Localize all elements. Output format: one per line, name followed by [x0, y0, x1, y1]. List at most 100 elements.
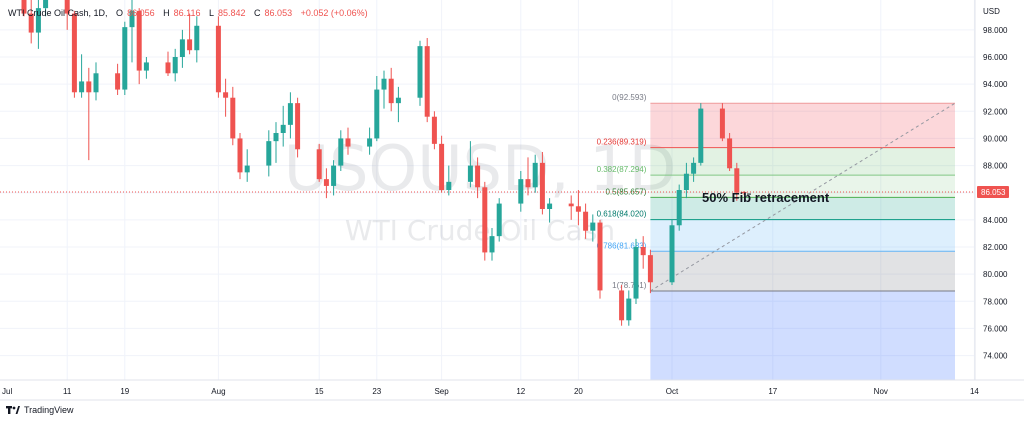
candle: [28, 0, 34, 44]
candle-body: [683, 173, 689, 190]
candle: [568, 195, 574, 220]
candle-body: [467, 165, 473, 182]
price-tick-label: 90.000: [983, 134, 1008, 143]
candle-body: [71, 13, 77, 93]
candle-body: [583, 211, 589, 231]
candle: [374, 76, 380, 142]
candle-body: [619, 290, 625, 321]
tradingview-label: TradingView: [24, 405, 74, 415]
candle-body: [727, 138, 733, 169]
candle-body: [640, 247, 646, 256]
candle: [489, 228, 495, 261]
fib-zone: [650, 197, 955, 220]
time-tick-label: Jul: [2, 387, 12, 396]
time-tick-label: 23: [372, 387, 381, 396]
candle: [230, 86, 236, 146]
candle: [633, 238, 639, 304]
candle-body: [187, 39, 193, 51]
watermark-description: WTI Crude Oil Cash: [345, 214, 615, 247]
candle-body: [244, 165, 250, 173]
candle: [338, 130, 344, 171]
candle: [323, 168, 329, 199]
candle-body: [431, 116, 437, 144]
time-tick-label: Nov: [874, 387, 888, 396]
time-tick-label: 19: [120, 387, 129, 396]
fib-zone: [650, 290, 955, 380]
candle: [93, 62, 99, 101]
candle: [424, 38, 430, 123]
candle-body: [626, 298, 632, 321]
candle-body: [165, 62, 171, 74]
candle: [583, 203, 589, 239]
candle-body: [381, 78, 387, 90]
tradingview-branding[interactable]: TradingView: [6, 405, 74, 415]
candle: [597, 219, 603, 299]
price-tick-label: 96.000: [983, 53, 1008, 62]
candle-body: [388, 78, 394, 104]
candle: [590, 214, 596, 242]
candle: [539, 152, 545, 215]
candle-body: [575, 206, 581, 212]
legend-low-label: L: [208, 8, 214, 18]
price-tick-label: 84.000: [983, 216, 1008, 225]
fib-level-label: 0(92.593): [612, 93, 647, 102]
time-tick-label: 20: [574, 387, 583, 396]
candle-body: [439, 143, 445, 190]
candle-body: [539, 162, 545, 209]
candle-body: [316, 149, 322, 180]
fib-level-label: 0.236(89.319): [597, 138, 647, 147]
candle-body: [223, 92, 229, 98]
candle: [187, 13, 193, 55]
time-tick-label: Sep: [434, 387, 449, 396]
time-tick-label: 14: [970, 387, 979, 396]
price-axis: USD 74.000 76.000 78.000 80.000 82.000 84.000 8…: [974, 0, 1009, 380]
price-tick-label: 98.000: [983, 26, 1008, 35]
candle: [129, 0, 135, 63]
candle-body: [597, 222, 603, 291]
candle: [439, 135, 445, 193]
legend-open: 86.056: [127, 8, 155, 18]
candle-body: [64, 0, 70, 14]
candle: [43, 0, 49, 17]
candle-body: [482, 187, 488, 253]
candle-body: [374, 89, 380, 139]
fib-retracement: 0(92.593) 0.236(89.319) 0.382(87.294) 0.5(8…: [597, 93, 956, 380]
legend-symbol: WTI Crude Oil Cash, 1D,: [8, 8, 108, 18]
legend-close: 86.053: [264, 8, 293, 18]
candle-body: [331, 165, 337, 186]
candle-body: [532, 162, 538, 188]
candle-body: [395, 97, 401, 104]
candle: [741, 191, 747, 195]
candle: [626, 290, 632, 326]
candle-body: [35, 8, 41, 33]
candle: [179, 29, 185, 68]
candle: [446, 165, 452, 196]
candle: [683, 162, 689, 199]
candle: [115, 63, 121, 95]
candle: [698, 103, 704, 166]
candle: [316, 143, 322, 182]
candle: [237, 133, 243, 180]
candle: [215, 16, 221, 98]
candle: [532, 154, 538, 193]
candle-body: [86, 81, 92, 93]
candle-body: [43, 0, 49, 9]
candle: [194, 16, 200, 63]
candle: [575, 190, 581, 226]
candle-body: [633, 247, 639, 299]
price-tick-label: 82.000: [983, 243, 1008, 252]
candle: [547, 198, 553, 223]
candle: [280, 105, 286, 147]
time-tick-label: 17: [768, 387, 777, 396]
time-tick-label: 12: [516, 387, 525, 396]
candle-body: [266, 141, 272, 166]
candle-body: [280, 124, 286, 133]
fib-level-label: 0.5(85.657): [605, 187, 646, 196]
candle: [734, 162, 740, 201]
candle: [165, 51, 171, 76]
candle-body: [129, 10, 135, 28]
candle-body: [115, 73, 121, 90]
candle: [640, 236, 646, 269]
legend-close-label: C: [254, 8, 261, 18]
